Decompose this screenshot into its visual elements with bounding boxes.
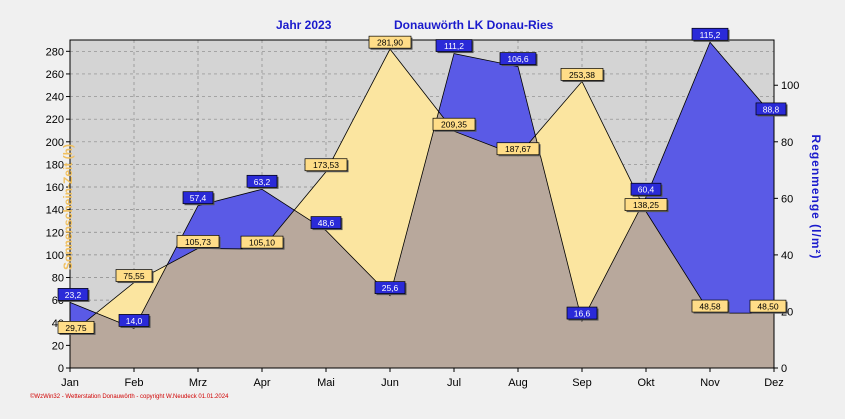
areas xyxy=(69,41,775,369)
rain-data-label-box xyxy=(118,314,150,327)
y-right-axis-label: Regenmenge (l/m²) xyxy=(809,134,823,260)
rain-data-label-box xyxy=(755,102,787,116)
rain-data-label: 48,6 xyxy=(318,218,335,228)
y-left-axis-label: Sonnenschein-Zeit (h) xyxy=(61,144,75,270)
sunshine-data-label: 48,58 xyxy=(699,302,721,312)
sunshine-data-label: 281,90 xyxy=(377,38,403,48)
rain-data-label-box xyxy=(374,281,406,294)
chart-title-year: Jahr 2023 xyxy=(276,18,332,32)
sunshine-data-label: 75,55 xyxy=(123,271,145,281)
chart-title-station: Donauwörth LK Donau-Ries xyxy=(394,18,554,32)
y-right-tick-label: 100 xyxy=(781,80,799,92)
rain-data-label: 106,6 xyxy=(507,54,529,64)
rain-data-label: 88,8 xyxy=(763,104,780,114)
sunshine-data-label: 253,38 xyxy=(569,70,595,80)
x-tick-label: Okt xyxy=(637,377,654,389)
sunshine-data-label-box xyxy=(560,68,604,81)
sunshine-data-label: 187,67 xyxy=(505,144,531,154)
rain-data-label: 23,2 xyxy=(65,290,82,300)
rain-data-label-box xyxy=(499,52,537,65)
y-right-tick-label: 0 xyxy=(781,363,787,375)
y-left-tick-label: 200 xyxy=(46,137,64,149)
copyright-footer: ©WzWin32 - Wetterstation Donauwörth - co… xyxy=(30,394,229,400)
sunshine-data-label-box xyxy=(176,235,220,248)
rain-data-label-box xyxy=(57,288,89,301)
rain-data-label: 57,4 xyxy=(190,193,207,203)
sunshine-data-label: 173,53 xyxy=(313,160,339,170)
y-left-tick-label: 120 xyxy=(46,227,64,239)
sunshine-data-label-box xyxy=(496,142,540,156)
x-tick-label: Apr xyxy=(253,377,270,389)
plot-frame xyxy=(69,39,775,369)
y-left-tick-label: 20 xyxy=(52,340,64,352)
y-right-tick-label: 80 xyxy=(781,137,793,149)
rain-data-label: 14,0 xyxy=(126,316,143,326)
y-left-tick-label: 280 xyxy=(46,46,64,58)
x-tick-label: Dez xyxy=(764,377,784,389)
y-left-tick-label: 220 xyxy=(46,114,64,126)
rain-data-label: 16,6 xyxy=(574,309,591,319)
rain-data-label: 63,2 xyxy=(254,177,271,187)
rain-data-label-box xyxy=(435,39,473,52)
rain-data-label-box xyxy=(691,27,729,41)
y-left-tick-label: 260 xyxy=(46,69,64,81)
sunshine-data-label-box xyxy=(691,299,729,313)
y-left-tick-label: 80 xyxy=(52,273,64,285)
rain-data-label: 60,4 xyxy=(638,185,655,195)
rain-data-label-box xyxy=(246,174,278,188)
sunshine-data-label-box xyxy=(57,321,95,334)
rain-data-label: 111,2 xyxy=(444,41,464,51)
rain-data-label-box xyxy=(182,191,214,205)
rain-data-label-box xyxy=(630,182,662,196)
rain-data-label-box xyxy=(566,306,598,320)
sunshine-data-label: 209,35 xyxy=(441,120,467,130)
x-tick-label: Nov xyxy=(700,377,720,389)
rain-data-label: 115,2 xyxy=(700,30,721,40)
y-left-tick-label: 180 xyxy=(46,159,64,171)
sunshine-data-label: 29,75 xyxy=(65,323,87,333)
x-tick-label: Jun xyxy=(381,377,399,389)
data-labels: 29,75 75,55 105,73 105,10 173,53 281,90 209,35… xyxy=(57,27,788,335)
sunshine-line xyxy=(69,48,775,335)
y-left-tick-label: 0 xyxy=(58,363,64,375)
axes: 0 20 40 60 80 100 120 140 160 180 200 220 240 260 280 0… xyxy=(46,39,799,389)
x-tick-label: Mai xyxy=(317,377,335,389)
sunshine-data-label-box xyxy=(304,158,348,172)
y-left-tick-label: 100 xyxy=(46,250,64,262)
y-left-tick-label: 240 xyxy=(46,92,64,104)
sunshine-data-label-box xyxy=(115,269,153,282)
sunshine-data-label: 105,10 xyxy=(249,238,275,248)
sunshine-data-label: 105,73 xyxy=(185,237,211,247)
sunshine-data-label-box xyxy=(749,299,787,313)
rain-data-label-box xyxy=(310,216,342,229)
x-tick-label: Jul xyxy=(447,377,461,389)
sunshine-data-label-box xyxy=(368,35,412,49)
x-tick-label: Mrz xyxy=(189,377,207,389)
sunshine-data-label-box xyxy=(432,117,476,131)
x-tick-label: Aug xyxy=(508,377,528,389)
sunshine-data-label: 48,50 xyxy=(757,302,779,312)
y-left-tick-label: 140 xyxy=(46,205,64,217)
rain-data-label: 25,6 xyxy=(382,283,399,293)
x-tick-label: Feb xyxy=(125,377,144,389)
y-right-tick-label: 40 xyxy=(781,250,793,262)
x-tick-label: Sep xyxy=(572,377,592,389)
rain-line xyxy=(69,41,775,329)
y-left-tick-label: 160 xyxy=(46,182,64,194)
sunshine-data-label-box xyxy=(240,235,284,249)
sunshine-data-label-box xyxy=(624,198,668,211)
y-right-tick-label: 60 xyxy=(781,193,793,205)
sunshine-data-label: 138,25 xyxy=(633,200,659,210)
overlap-area xyxy=(70,111,774,368)
x-tick-label: Jan xyxy=(61,377,79,389)
